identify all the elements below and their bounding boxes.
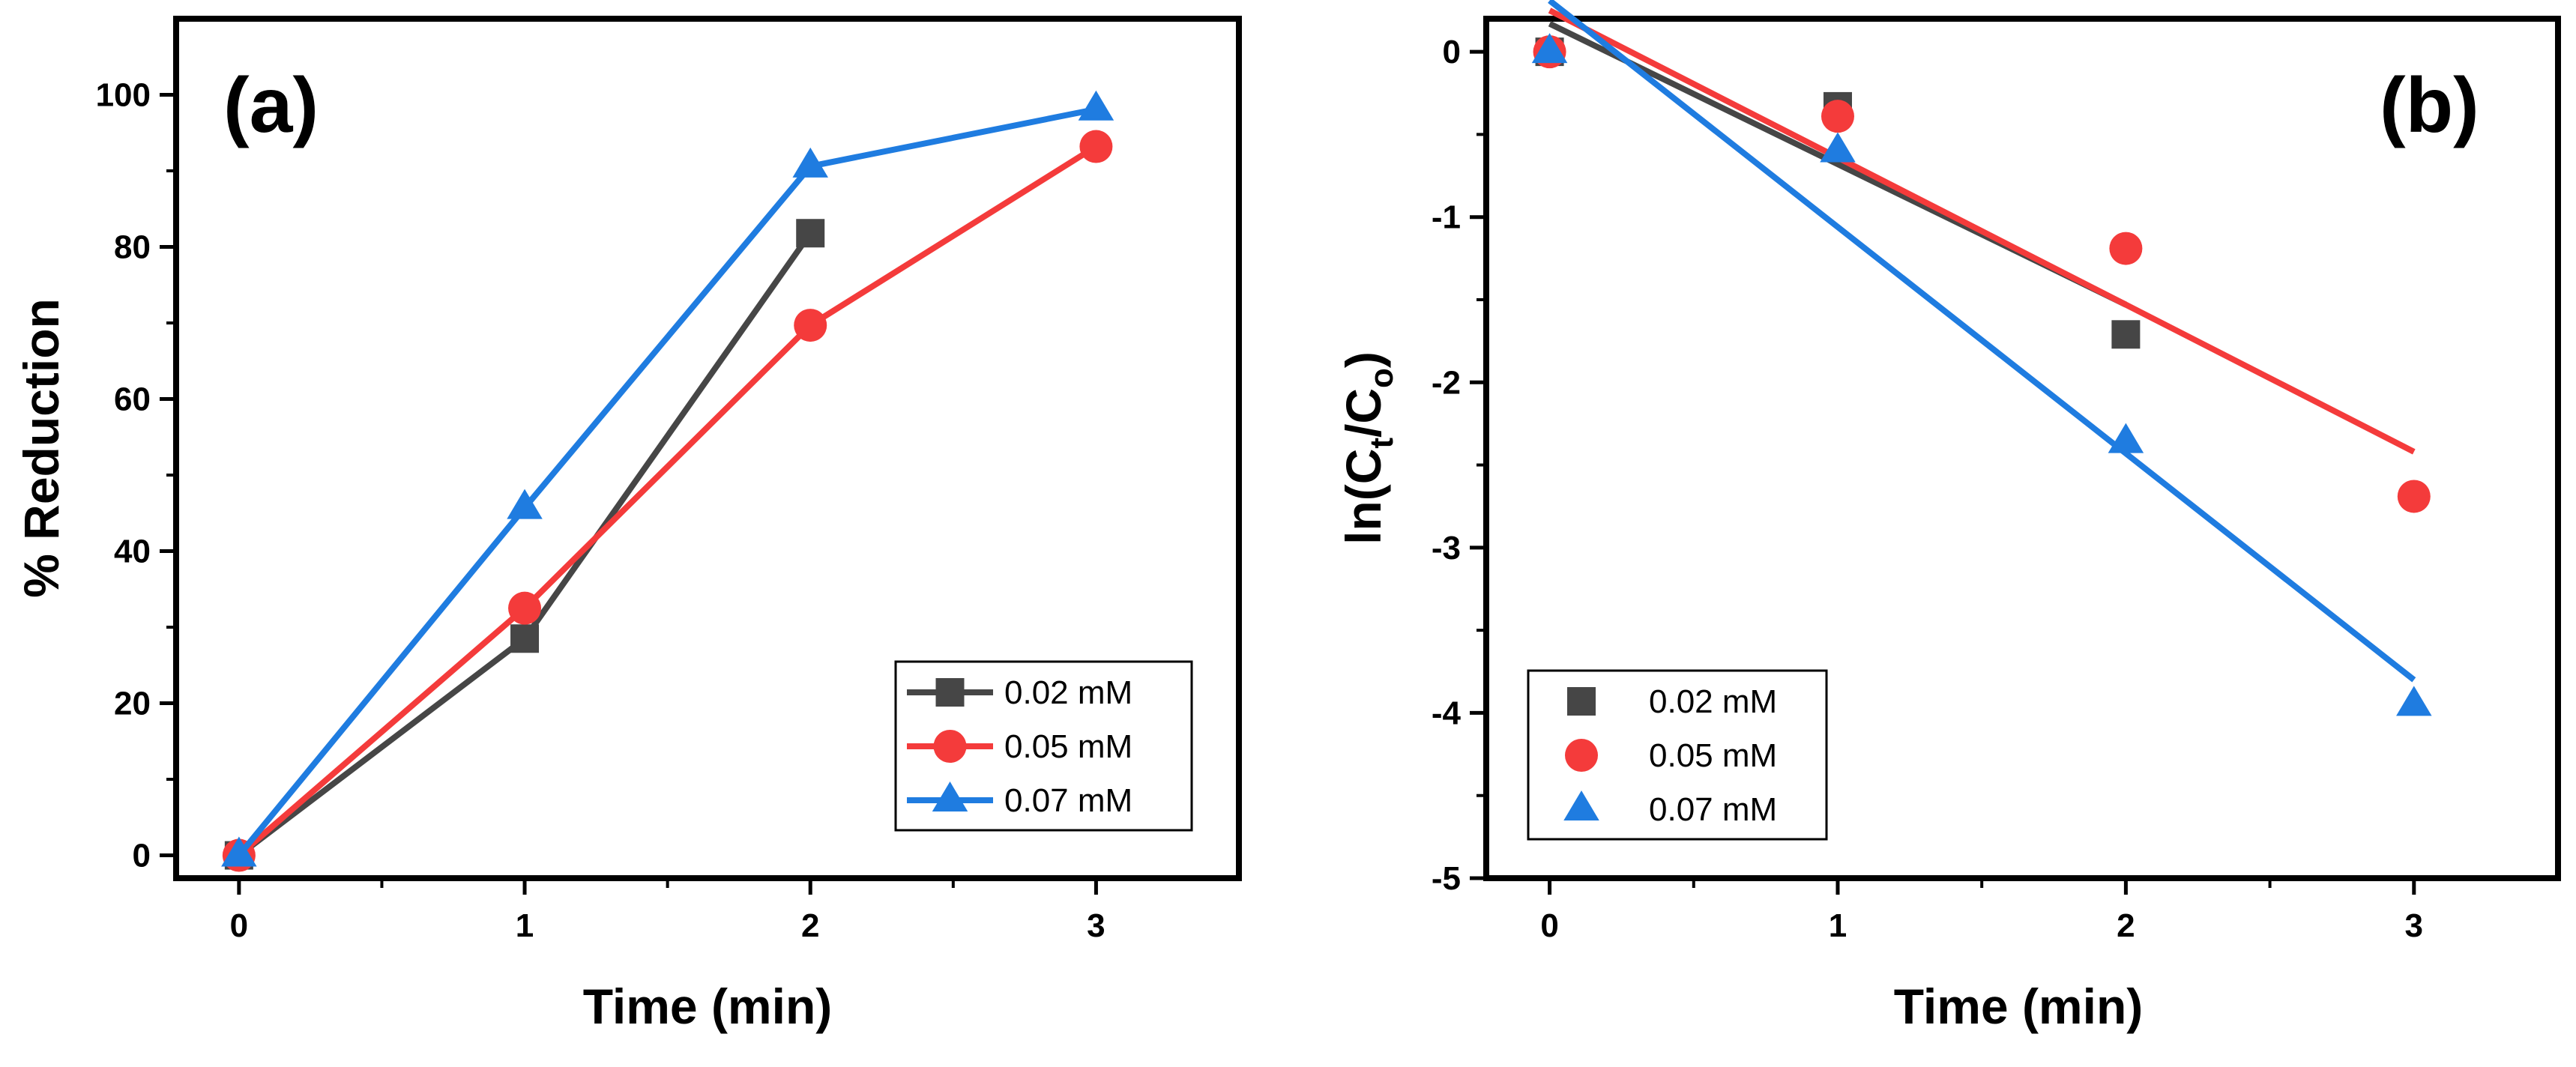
series-0-05-mm (1533, 7, 2431, 513)
y-title-main: ln(C (1336, 449, 1391, 545)
legend-label: 0.02 mM (1004, 674, 1132, 711)
data-point (508, 591, 542, 625)
x-ticks: 0 1 2 3 (1540, 878, 2423, 944)
y-tick-label: 100 (96, 77, 151, 114)
legend: 0.02 mM 0.05 mM 0.07 mM (1527, 669, 1828, 841)
y-tick-label: 80 (114, 229, 151, 266)
x-tick-label: 0 (1540, 907, 1558, 944)
legend-marker (1563, 791, 1599, 820)
x-axis-title: Time (min) (583, 979, 832, 1034)
legend: 0.02 mM 0.05 mM 0.07 mM (894, 660, 1193, 832)
legend-marker (932, 782, 968, 811)
x-axis-title: Time (min) (1894, 979, 2143, 1034)
plot-frame (173, 16, 1242, 881)
series-line (237, 144, 1098, 858)
data-point (1821, 100, 1854, 133)
legend-entry: 0.02 mM (1567, 683, 1777, 720)
x-ticks: 0 1 2 3 (230, 878, 1105, 944)
legend-entry: 0.02 mM (907, 674, 1132, 711)
series-line (237, 231, 813, 858)
legend-marker (1567, 687, 1596, 716)
y-ticks: 0 20 40 60 80 100 (96, 77, 176, 874)
x-tick-label: 3 (1087, 907, 1105, 944)
y-tick-label: 0 (1443, 34, 1461, 70)
y-tick-label: -5 (1432, 860, 1461, 897)
data-point (1820, 132, 1856, 163)
data-point (507, 489, 543, 519)
panel-label: (a) (223, 62, 319, 149)
legend-label: 0.05 mM (1649, 737, 1777, 774)
legend-marker (933, 730, 967, 763)
y-tick-label: 0 (133, 838, 151, 874)
plot-content (221, 90, 1114, 872)
x-tick-label: 0 (230, 907, 248, 944)
y-ticks: 0 -1 -2 -3 -4 -5 (1432, 34, 1486, 897)
plot-frame (1483, 16, 2561, 881)
data-point (1531, 33, 1568, 64)
y-tick-label: -3 (1432, 530, 1461, 566)
legend-marker (935, 678, 965, 707)
data-point (221, 836, 257, 867)
y-tick-label: -2 (1432, 364, 1461, 401)
x-tick-label: 3 (2405, 907, 2423, 944)
panel-b: 0 1 2 3 0 -1 -2 -3 -4 -5 Time (min) ln(Ct/Co) (b… (1336, 0, 2561, 1034)
legend-label: 0.05 mM (1004, 728, 1132, 765)
fit-line (1548, 7, 2416, 455)
data-point (2108, 423, 2144, 453)
y-tick-label: 20 (114, 686, 151, 722)
series-0-07-mm (221, 90, 1114, 867)
data-point (2396, 686, 2432, 716)
y-axis-title: ln(Ct/Co) (1336, 351, 1400, 545)
y-title-sub-t: t (1363, 438, 1400, 449)
panel-label: (b) (2380, 62, 2479, 149)
legend-label: 0.02 mM (1649, 683, 1777, 720)
legend-entry: 0.05 mM (907, 728, 1132, 765)
data-point (2109, 232, 2143, 265)
series-line (236, 106, 1097, 858)
y-tick-label: -4 (1432, 695, 1462, 731)
data-point (1079, 130, 1113, 163)
x-tick-label: 2 (2117, 907, 2135, 944)
y-tick-label: 40 (114, 534, 151, 570)
data-point (792, 147, 828, 178)
x-tick-label: 2 (801, 907, 819, 944)
data-point (1078, 90, 1114, 121)
series-0-02-mm (1535, 21, 2141, 349)
x-tick-label: 1 (516, 907, 534, 944)
legend-label: 0.07 mM (1004, 782, 1132, 819)
data-point (2397, 480, 2431, 513)
legend-entry: 0.07 mM (1563, 791, 1777, 828)
y-tick-label: -1 (1432, 199, 1461, 236)
legend-entry: 0.07 mM (907, 782, 1132, 819)
data-point (510, 624, 540, 653)
y-tick-label: 60 (114, 381, 151, 418)
panel-a: 0 1 2 3 0 20 40 60 80 100 Time (min) % Reduction… (13, 16, 1242, 1034)
plot-content (1531, 0, 2432, 716)
legend-label: 0.07 mM (1649, 791, 1777, 828)
y-title-end: ) (1336, 351, 1391, 368)
y-title-mid: /C (1336, 388, 1391, 438)
data-point (796, 219, 825, 248)
legend-entry: 0.05 mM (1565, 737, 1777, 774)
x-tick-label: 1 (1829, 907, 1847, 944)
series-0-07-mm (1531, 0, 2432, 716)
y-title-sub-o: o (1363, 368, 1400, 388)
series-0-02-mm (224, 219, 825, 870)
data-point (794, 309, 827, 342)
data-point (2111, 320, 2141, 349)
fit-line (1548, 0, 2416, 683)
y-axis-title: % Reduction (13, 298, 69, 598)
legend-marker (1565, 739, 1598, 772)
